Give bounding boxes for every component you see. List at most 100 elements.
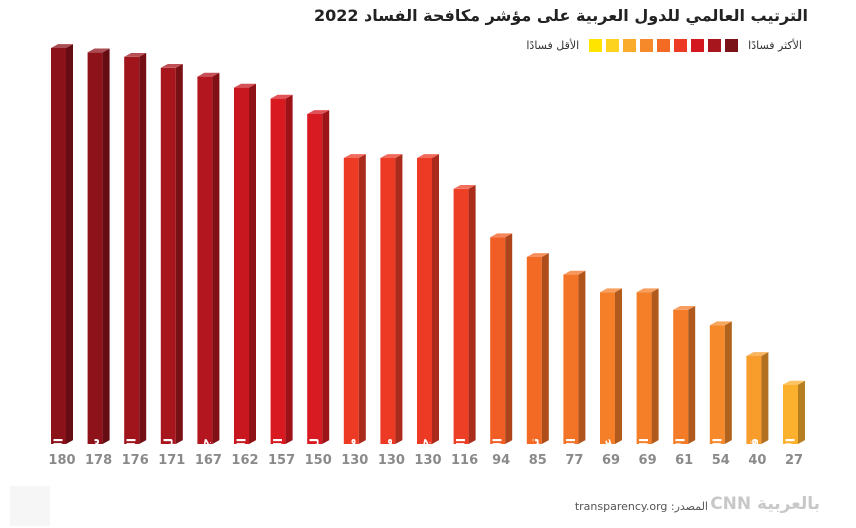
bar-front	[270, 98, 286, 444]
bar-top	[490, 233, 513, 238]
bar-country-label: جزر القمر	[198, 438, 212, 499]
bar-front	[380, 158, 396, 444]
bar-top	[783, 380, 805, 385]
bar-top	[87, 48, 110, 53]
bar-side	[761, 352, 769, 444]
bar-top	[673, 305, 696, 310]
bar-front	[197, 76, 213, 444]
bar-top	[746, 352, 769, 356]
bar-value-label: 180	[48, 453, 75, 468]
bar-front	[160, 67, 176, 445]
bar-value-label: 94	[492, 453, 510, 468]
bar-country-label: قطر	[747, 438, 761, 466]
bar-value-label: 150	[305, 453, 332, 468]
bar-front	[87, 52, 103, 445]
bar-country-label: الإمارات	[784, 438, 798, 486]
legend-swatch	[708, 38, 722, 52]
legend-swatch	[606, 38, 620, 52]
bar-side	[724, 321, 732, 444]
bar-value-label: 130	[414, 453, 441, 468]
bar-side	[175, 63, 183, 444]
chart-title: الترتيب العالمي للدول العربية على مؤشر م…	[313, 6, 808, 25]
bar-country-label: تونس	[527, 438, 542, 472]
source-note: المصدر: transparency.org	[574, 500, 708, 513]
bar-top	[380, 154, 403, 158]
bar-country-label: جيبوتي	[418, 438, 433, 481]
corner-decoration	[10, 486, 50, 526]
bar-value-label: 77	[565, 453, 583, 468]
bar-front	[490, 237, 506, 444]
bar-top	[600, 288, 622, 293]
bar-value-label: 27	[785, 453, 803, 468]
bar-value-label: 157	[268, 453, 295, 468]
bar-country-label: العراق	[271, 438, 285, 476]
bar-country-label: ليبيا	[161, 438, 175, 462]
bar-value-label: 167	[195, 453, 222, 468]
bar-side	[651, 288, 659, 444]
bar-front	[746, 356, 762, 444]
legend-swatch	[623, 38, 637, 52]
bar-value-label: 162	[231, 453, 258, 468]
bar-side	[432, 154, 439, 444]
legend: الأقل فسادًا الأكثر فسادًا	[520, 36, 808, 54]
bar-country-label: الكويت	[564, 438, 579, 478]
bar-top	[270, 94, 293, 99]
bar-front	[636, 292, 652, 444]
bar-front	[307, 114, 323, 444]
bar-front	[673, 309, 689, 444]
bar-value-label: 40	[748, 453, 766, 468]
bar-value-label: 178	[85, 453, 112, 468]
bar-value-label: 130	[341, 453, 368, 468]
bar-country-label: مصر	[381, 438, 395, 466]
bar-side	[541, 253, 549, 444]
bar-top	[160, 63, 183, 68]
cnn-arabic-logo: بالعربية CNN	[710, 494, 820, 514]
bar-side	[505, 233, 513, 444]
bar-front	[234, 87, 249, 444]
bar-side	[212, 72, 220, 444]
bar-front	[709, 325, 725, 444]
bar-side	[798, 380, 805, 444]
bar-side	[615, 288, 622, 444]
bar-country-label: اليمن	[125, 438, 139, 470]
bar-front	[417, 158, 432, 444]
bar-value-label: 61	[675, 453, 693, 468]
bar-front	[453, 188, 469, 444]
bar-value-label: 69	[602, 453, 620, 468]
bar-front	[600, 292, 615, 444]
bar-front	[783, 384, 798, 444]
bar-side	[285, 94, 293, 444]
bar-top	[636, 288, 659, 293]
legend-swatch	[725, 38, 739, 52]
legend-swatch	[674, 38, 688, 52]
bar-country-label: موريتانيا	[344, 438, 359, 488]
bar-top	[343, 154, 366, 158]
bar-side	[468, 184, 476, 444]
bar-side	[139, 52, 147, 444]
bar-front	[51, 48, 66, 444]
bar-front	[563, 274, 579, 444]
bar-top	[307, 110, 330, 114]
bar-top	[197, 72, 220, 77]
legend-swatch	[640, 38, 654, 52]
bar-country-label: البحرين	[637, 438, 651, 483]
bar-country-label: المغرب	[491, 438, 505, 481]
